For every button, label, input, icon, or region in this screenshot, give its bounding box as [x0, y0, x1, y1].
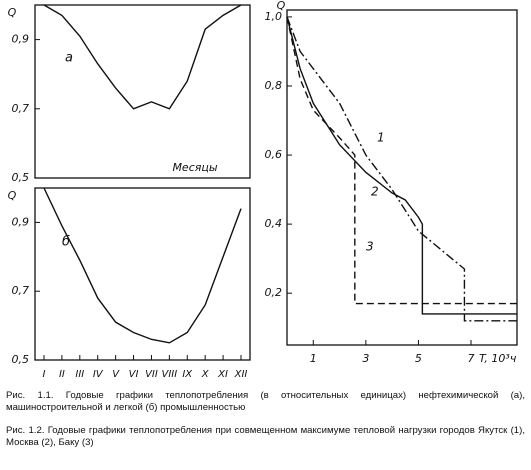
x-tick-label: 1 — [310, 352, 317, 365]
x-tick-label: V — [112, 369, 120, 380]
y-tick-label: 0,9 — [12, 33, 30, 46]
series-line — [286, 16, 517, 322]
line — [43, 187, 242, 344]
series-label: 3 — [366, 240, 374, 254]
panel-label: а — [65, 51, 73, 66]
x-tick-label: XII — [234, 369, 248, 380]
y-axis-label: Q — [8, 6, 17, 19]
x-tick-label: XI — [217, 369, 228, 380]
x-axis-label: Месяцы — [172, 161, 217, 174]
x-tick-label: VII — [145, 369, 158, 380]
plot-frame — [34, 187, 251, 361]
plot-frame — [286, 9, 518, 346]
x-tick-label: 5 — [415, 352, 422, 365]
y-axis-label: Q — [277, 0, 286, 12]
x-tick-label: II — [59, 369, 65, 380]
line — [43, 4, 242, 110]
y-tick-label: 0,7 — [12, 102, 30, 115]
plot-frame — [34, 4, 251, 179]
series-line — [286, 16, 517, 305]
x-tick-label: IX — [182, 369, 193, 380]
series-line — [286, 16, 517, 315]
x-tick-label: X — [201, 369, 210, 380]
y-axis-label: Q — [8, 189, 17, 202]
x-axis-label: T, 10³ч — [479, 352, 517, 365]
x-tick-label: 7 — [468, 352, 475, 365]
y-tick-label: 0,6 — [265, 148, 283, 161]
caption: Рис. 1.2. Годовые графики теплопотреблен… — [6, 425, 525, 448]
panel-label: б — [62, 235, 70, 250]
y-tick-label: 0,4 — [265, 217, 283, 230]
x-tick-label: 3 — [362, 352, 369, 365]
y-tick-label: 0,7 — [12, 284, 30, 297]
x-tick-label: I — [43, 369, 46, 380]
y-tick-label: 0,5 — [12, 353, 30, 366]
y-tick-label: 0,2 — [265, 286, 283, 299]
y-tick-label: 0,5 — [12, 171, 30, 184]
x-tick-label: III — [75, 369, 84, 380]
x-tick-label: VIII — [162, 369, 178, 380]
x-tick-label: VI — [129, 369, 139, 380]
y-tick-label: 1,0 — [265, 10, 283, 23]
caption: Рис. 1.1. Годовые графики теплопотреблен… — [6, 390, 525, 413]
y-tick-label: 0,9 — [12, 215, 30, 228]
y-tick-label: 0,8 — [265, 79, 283, 92]
series-label: 2 — [371, 185, 379, 199]
x-tick-label: IV — [93, 369, 104, 380]
series-label: 1 — [377, 131, 385, 145]
